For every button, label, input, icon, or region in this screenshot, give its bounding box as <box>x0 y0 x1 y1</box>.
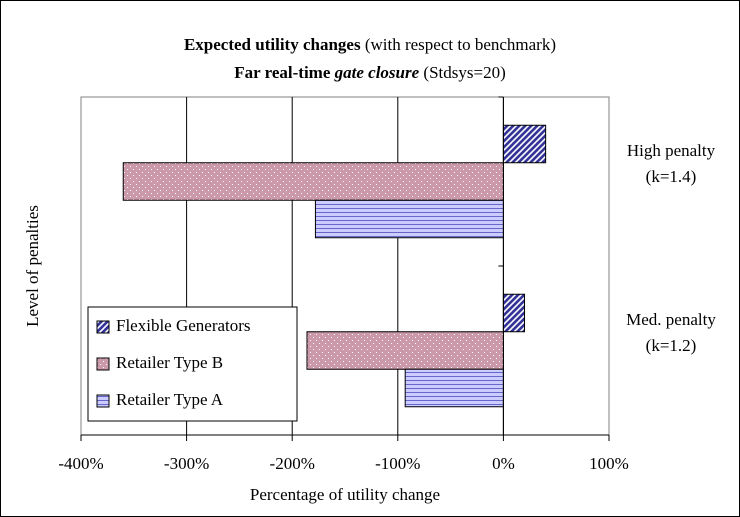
x-tick-label: -200% <box>270 454 315 473</box>
x-tick-label: -300% <box>164 454 209 473</box>
bar <box>306 331 504 370</box>
y-tick-label: Med. penalty (k=1.2) <box>626 309 716 355</box>
legend-label: Retailer Type A <box>116 390 224 409</box>
subtitle-italic: gate closure <box>334 63 420 82</box>
legend-swatch <box>96 357 110 371</box>
title-bold: Expected utility changes <box>184 35 361 54</box>
bar <box>404 368 504 408</box>
bar <box>122 162 504 201</box>
subtitle-normal: (Stdsys=20) <box>423 63 505 82</box>
bar <box>314 199 504 239</box>
legend-label: Retailer Type B <box>116 353 223 372</box>
bar <box>502 124 547 164</box>
chart-subtitle: Far real-time gate closure (Stdsys=20) <box>234 63 506 82</box>
x-tick-label: -400% <box>58 454 103 473</box>
title-normal: (with respect to benchmark) <box>365 35 556 54</box>
y-axis-label: Level of penalties <box>23 205 42 327</box>
legend-swatch <box>96 320 110 334</box>
x-tick-label: -100% <box>375 454 420 473</box>
legend-label: Flexible Generators <box>116 316 251 335</box>
subtitle-bold: Far real-time <box>234 63 331 82</box>
y-tick-label: High penalty (k=1.4) <box>626 140 716 186</box>
legend-box <box>87 306 298 422</box>
x-axis-label: Percentage of utility change <box>250 485 440 504</box>
bar <box>502 293 526 333</box>
chart-title: Expected utility changes (with respect t… <box>184 35 556 54</box>
x-tick-label: 100% <box>589 454 629 473</box>
legend-swatch <box>96 394 110 408</box>
x-tick-label: 0% <box>492 454 515 473</box>
